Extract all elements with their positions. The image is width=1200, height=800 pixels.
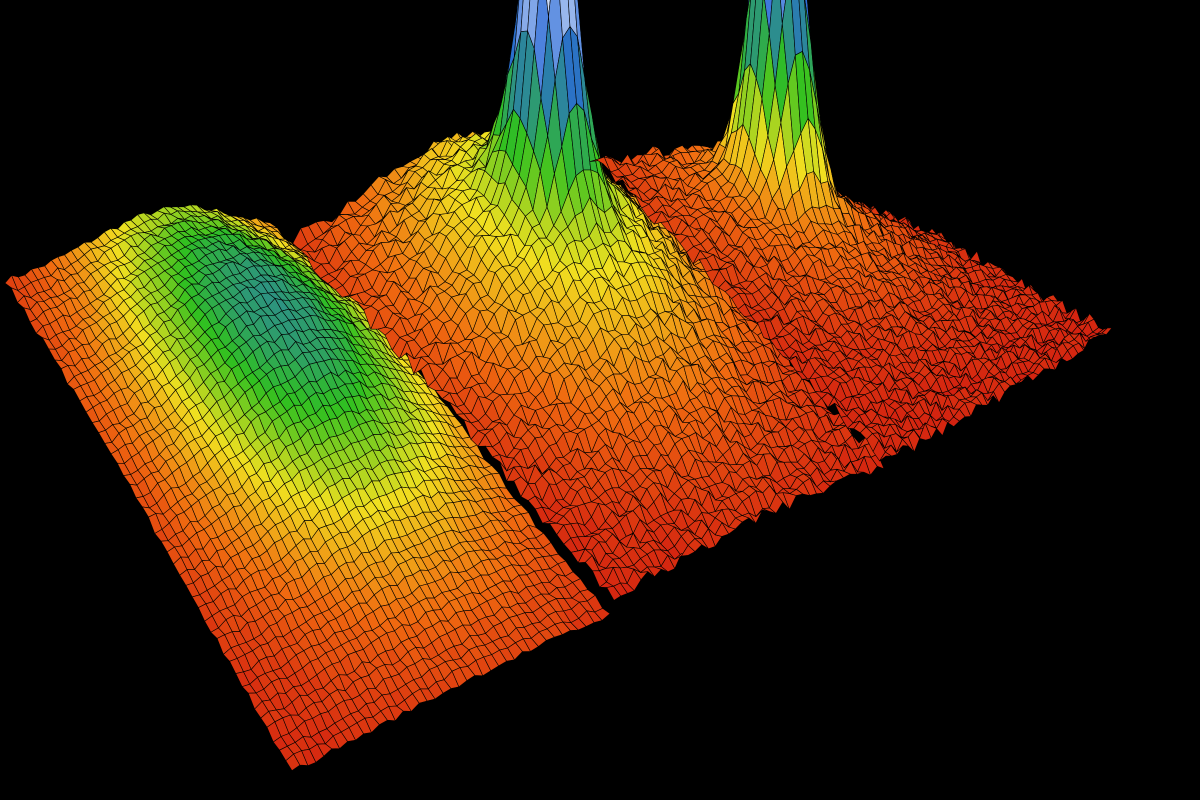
surface-panels	[4, 0, 1113, 772]
surface-panel-1	[4, 204, 611, 772]
